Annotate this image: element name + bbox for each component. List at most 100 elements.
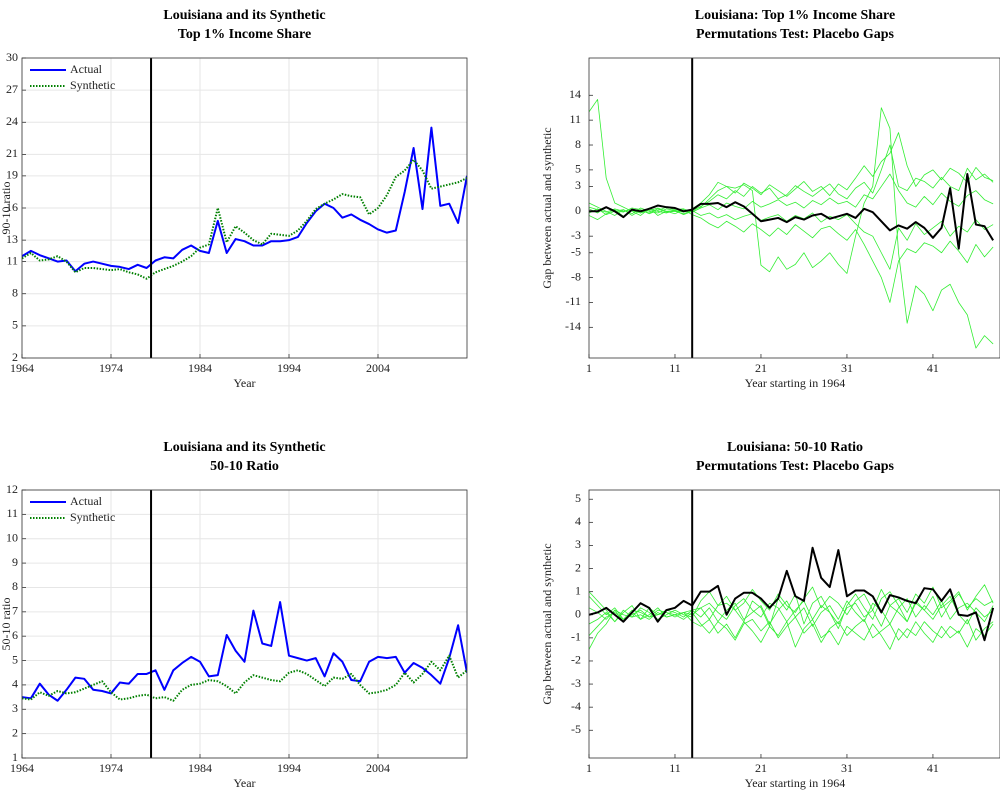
x-tick-label: 1974	[99, 361, 123, 375]
series-group	[589, 546, 995, 650]
series-group	[22, 126, 467, 280]
y-tick-label: 19	[6, 168, 18, 182]
y-tick-label: 4	[575, 514, 581, 528]
plot-frame	[588, 489, 1000, 759]
y-tick-label: 3	[575, 537, 581, 551]
x-tick-label: 1	[586, 761, 592, 775]
y-tick-label: 10	[6, 530, 18, 544]
chart-title: 50-10 Ratio	[210, 459, 279, 474]
panel: Louisiana: 50-10 Ratio Permutations Test:…	[540, 440, 1000, 790]
plot-frame	[588, 57, 1000, 359]
y-tick-label: 5	[12, 318, 18, 332]
x-axis-label: Year	[233, 776, 255, 790]
x-tick-label: 1964	[10, 761, 34, 775]
placebo-line	[589, 144, 994, 216]
y-tick-label: -8	[571, 269, 581, 283]
y-tick-label: -5	[571, 245, 581, 259]
y-axis-label: 50-10 ratio	[0, 598, 13, 651]
x-tick-label: 1994	[277, 361, 301, 375]
x-tick-label: 1964	[10, 361, 34, 375]
y-tick-label: 2	[575, 560, 581, 574]
x-tick-label: 11	[669, 761, 681, 775]
y-tick-label: 14	[569, 87, 581, 101]
y-tick-label: -3	[571, 676, 581, 690]
y-axis-label: 90-10 ratio	[0, 182, 13, 235]
y-tick-label: 11	[6, 253, 18, 267]
x-tick-label: 41	[927, 361, 939, 375]
series-group	[589, 99, 994, 349]
placebo-line	[589, 596, 994, 627]
series-line	[22, 158, 467, 280]
chart-title: Permutations Test: Placebo Gaps	[696, 459, 894, 474]
legend-label: Actual	[70, 494, 103, 508]
x-tick-label: 1984	[188, 761, 212, 775]
y-tick-label: 13	[6, 232, 18, 246]
x-axis-label: Year starting in 1964	[745, 376, 845, 390]
x-tick-label: 21	[755, 761, 767, 775]
placebo-line	[589, 595, 994, 636]
series-line	[22, 126, 467, 273]
panel: Louisiana and its Synthetic Top 1% Income…	[0, 8, 468, 390]
placebo-line	[589, 173, 994, 250]
x-tick-label: 1984	[188, 361, 212, 375]
y-tick-label: 6	[12, 628, 18, 642]
placebo-line	[589, 207, 994, 303]
x-tick-label: 11	[669, 361, 681, 375]
x-tick-label: 31	[841, 361, 853, 375]
y-tick-label: 1	[12, 750, 18, 764]
y-tick-label: -2	[571, 653, 581, 667]
y-axis-label: Gap between actual and synthetic	[540, 127, 554, 288]
x-axis-label: Year	[233, 376, 255, 390]
y-axis-label: Gap between actual and synthetic	[540, 543, 554, 704]
chart-title: Louisiana and its Synthetic	[163, 440, 325, 455]
placebo-line	[589, 132, 994, 214]
y-tick-label: 11	[569, 112, 581, 126]
x-tick-label: 31	[841, 761, 853, 775]
y-tick-label: -4	[571, 699, 581, 713]
legend-label: Actual	[70, 62, 103, 76]
x-tick-label: 1	[586, 361, 592, 375]
y-tick-label: 4	[12, 677, 18, 691]
placebo-line	[589, 546, 995, 642]
panel: Louisiana: Top 1% Income Share Permutatio…	[540, 8, 1000, 390]
x-tick-label: 2004	[366, 761, 390, 775]
y-tick-label: -11	[565, 294, 581, 308]
legend-label: Synthetic	[70, 510, 115, 524]
y-tick-label: 24	[6, 114, 18, 128]
series-line	[22, 601, 467, 702]
plot-frame	[21, 489, 468, 759]
y-tick-label: -3	[571, 228, 581, 242]
placebo-line	[589, 208, 994, 270]
y-tick-label: 11	[6, 506, 18, 520]
series-line	[22, 654, 467, 702]
placebo-line	[589, 607, 994, 650]
y-tick-label: -1	[571, 630, 581, 644]
chart-title: Louisiana and its Synthetic	[163, 8, 325, 23]
y-tick-label: 12	[6, 482, 18, 496]
y-tick-label: 0	[575, 607, 581, 621]
chart-title: Louisiana: Top 1% Income Share	[695, 8, 895, 23]
y-tick-label: 8	[12, 285, 18, 299]
x-axis-label: Year starting in 1964	[745, 776, 845, 790]
y-tick-label: 0	[575, 203, 581, 217]
y-tick-label: 30	[6, 50, 18, 64]
y-tick-label: 8	[575, 137, 581, 151]
y-tick-label: 16	[6, 200, 18, 214]
y-tick-label: 27	[6, 82, 18, 96]
x-tick-label: 21	[755, 361, 767, 375]
y-tick-label: 2	[12, 725, 18, 739]
x-tick-label: 41	[927, 761, 939, 775]
y-tick-label: 3	[12, 701, 18, 715]
y-tick-label: 8	[12, 579, 18, 593]
x-tick-label: 1974	[99, 761, 123, 775]
placebo-line	[589, 173, 994, 215]
y-tick-label: -5	[571, 722, 581, 736]
chart-title: Louisiana: 50-10 Ratio	[727, 440, 863, 455]
y-tick-label: 9	[12, 555, 18, 569]
y-tick-label: 21	[6, 146, 18, 160]
y-tick-label: 3	[575, 178, 581, 192]
series-group	[22, 601, 467, 702]
